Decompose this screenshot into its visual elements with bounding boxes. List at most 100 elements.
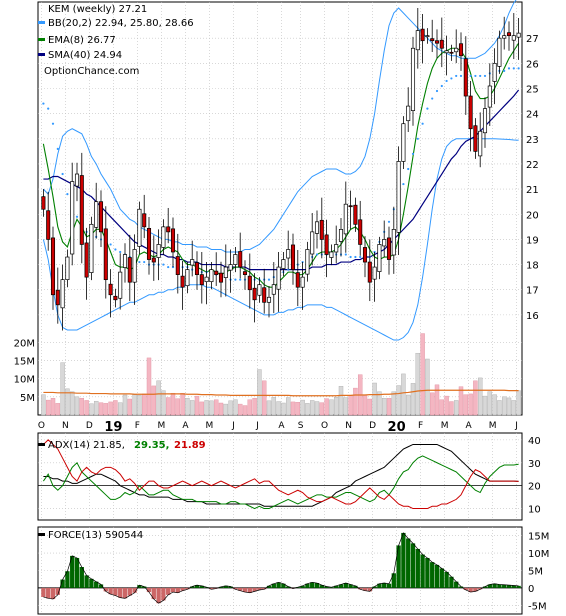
minus-di-value: 21.89 (174, 440, 206, 451)
force-bar (314, 583, 320, 588)
candle-body (84, 242, 89, 278)
volume-bar (233, 399, 238, 416)
volume-bar (50, 398, 56, 416)
price-tick-label: 27 (526, 34, 539, 45)
force-tick-label: -5M (528, 601, 547, 612)
candle-body (166, 226, 171, 233)
force-bar (454, 581, 459, 588)
bb-middle-dot (354, 255, 357, 259)
force-bar (343, 583, 348, 588)
force-bar (122, 587, 128, 599)
bb-middle-dot (445, 79, 448, 83)
force-bar (430, 562, 435, 588)
force-bar (170, 587, 176, 593)
force-legend: FORCE(13) 590544 (38, 530, 143, 541)
volume-bar (93, 400, 99, 416)
bb-middle-dot (359, 255, 362, 259)
candle-body (238, 251, 243, 268)
bb-middle-dot (474, 74, 477, 78)
volume-bar (429, 392, 435, 416)
candle-body (386, 237, 392, 260)
candle-body (185, 269, 190, 287)
price-tick-label: 25 (526, 84, 539, 95)
x-tick-label: S (298, 421, 304, 431)
bb-middle-dot (143, 260, 146, 264)
x-tick-label: J (255, 421, 259, 431)
force-bar (305, 583, 310, 588)
volume-bar (439, 399, 445, 416)
price-tick-label: 20 (526, 210, 539, 221)
volume-bar (276, 401, 281, 416)
candle-body (511, 35, 516, 41)
x-tick-label: M (206, 421, 214, 431)
candle-body (161, 226, 166, 248)
bb-middle-dot (517, 67, 520, 70)
candle-body (329, 251, 334, 258)
candle-body (194, 262, 200, 275)
candle-body (113, 295, 118, 301)
candle-body (146, 227, 152, 260)
candle-body (290, 244, 296, 270)
price-tick-label: 17 (526, 286, 539, 297)
bb-middle-dot (455, 74, 458, 78)
bb-middle-dot (503, 69, 506, 72)
volume-bar (55, 403, 61, 416)
volume-bar (156, 380, 161, 416)
bb-middle-dot (56, 147, 59, 150)
candle-body (137, 208, 142, 247)
volume-bar (89, 403, 94, 416)
volume-tick-label: 15M (14, 356, 35, 367)
candle-body (430, 38, 435, 42)
volume-bar (353, 387, 358, 416)
volume-bar (333, 396, 339, 416)
bb-middle-dot (234, 278, 237, 281)
x-tick-label: A (466, 421, 473, 431)
panel-frame-0 (37, 1, 523, 416)
force-bar (89, 578, 94, 588)
bb-middle-dot (387, 220, 391, 223)
candle-body (142, 213, 147, 228)
force-bar (94, 581, 99, 588)
candle-body (65, 256, 70, 281)
volume-bar (449, 401, 454, 416)
candle-body (353, 204, 358, 225)
price-title: KEM (weekly) 27.21 (48, 4, 147, 15)
bb-legend-swatch (38, 21, 45, 24)
volume-bar (425, 358, 430, 416)
bb-middle-dot (42, 102, 45, 105)
volume-bar (242, 405, 248, 416)
force-tick-label: 0 (528, 584, 534, 595)
bb-upper-line (43, 0, 517, 253)
volume-bar (108, 401, 113, 416)
candle-body (98, 201, 104, 233)
volume-bar (362, 394, 368, 416)
force-bar (194, 585, 200, 588)
force-bar (497, 584, 502, 588)
force-bar (300, 585, 305, 588)
volume-bar (343, 397, 349, 416)
force-bar (98, 584, 104, 588)
candle-body (151, 257, 156, 263)
plus-di-value: 29.35, (134, 440, 169, 451)
candle-body (506, 32, 512, 37)
volume-bar (386, 398, 392, 416)
bb-middle-dot (512, 67, 515, 70)
volume-bar (377, 391, 382, 416)
candle-body (156, 244, 161, 258)
volume-bar (444, 395, 449, 416)
candle-body (362, 247, 368, 263)
volume-bar (487, 391, 493, 416)
volume-bar (122, 394, 128, 416)
volume-bar (98, 402, 104, 416)
sma40-line (43, 89, 520, 271)
candle-body (180, 275, 185, 288)
volume-bar (468, 393, 473, 416)
volume-bar (410, 383, 416, 416)
bb-middle-dot (426, 107, 429, 110)
bb-middle-dot (469, 74, 472, 78)
force-bar (281, 583, 286, 588)
force-bar (190, 586, 195, 588)
volume-bar (189, 400, 195, 416)
volume-bar (463, 394, 469, 416)
ema-legend-label: EMA(8) 26.77 (48, 35, 116, 46)
